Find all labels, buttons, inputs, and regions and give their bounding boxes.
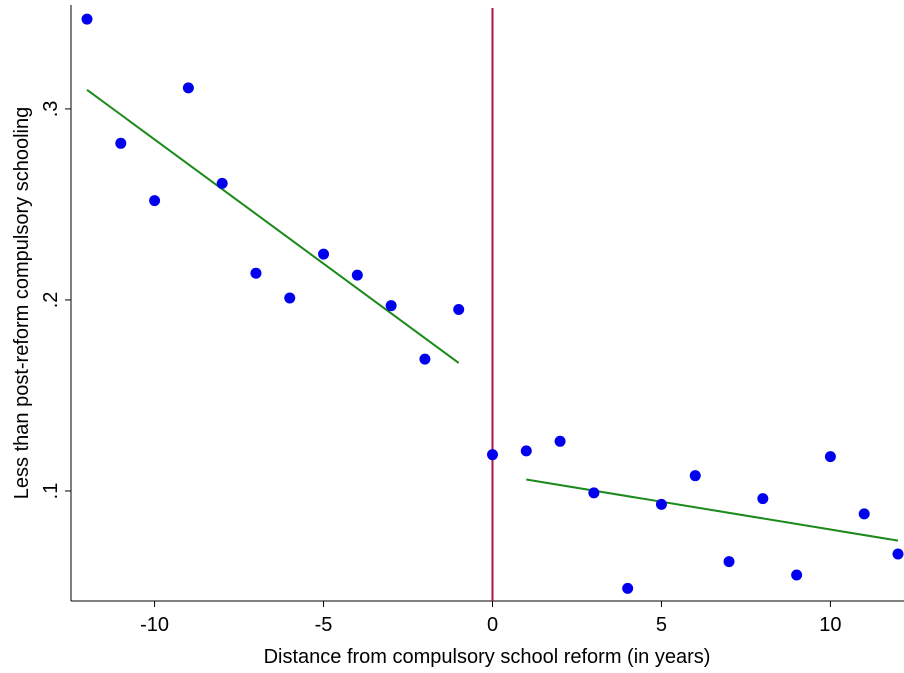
x-tick-label: 5 [656, 614, 667, 636]
data-point [250, 267, 262, 279]
data-point [723, 556, 735, 568]
data-point [216, 177, 228, 189]
y-tick-label: .1 [40, 483, 62, 500]
fit-line-pre-reform [86, 89, 460, 364]
data-point [689, 470, 701, 482]
data-point [892, 548, 904, 560]
fit-lines-layer [86, 89, 899, 542]
data-point [182, 82, 194, 94]
x-axis-title: Distance from compulsory school reform (… [264, 646, 711, 668]
data-point [284, 292, 296, 304]
y-tick-label: .2 [40, 292, 62, 309]
data-point [858, 508, 870, 520]
axes-layer [70, 5, 904, 602]
data-point [385, 300, 397, 312]
data-point [81, 13, 93, 25]
y-axis-title: Less than post-reform compulsory schooli… [11, 107, 33, 499]
data-point [115, 137, 127, 149]
data-point [520, 445, 532, 457]
x-tick-label: -5 [315, 614, 333, 636]
data-point [453, 303, 465, 315]
data-point [655, 498, 667, 510]
x-tick-label: -10 [140, 614, 169, 636]
x-tick-label: 0 [487, 614, 498, 636]
data-point [318, 248, 330, 260]
data-point [149, 195, 161, 207]
data-point [554, 435, 566, 447]
y-tick-label: .3 [40, 101, 62, 118]
data-point [622, 582, 634, 594]
data-point [791, 569, 803, 581]
data-points-layer [81, 13, 904, 594]
data-point [487, 449, 498, 461]
data-point [757, 493, 769, 505]
ticks-layer: -10 -5 0 5 10 .1 .2 .3 [40, 101, 842, 636]
x-tick-label: 10 [819, 614, 841, 636]
data-point [824, 451, 836, 463]
data-point [351, 269, 363, 281]
data-point [419, 353, 431, 365]
data-point [588, 487, 600, 499]
fit-line-post-reform [526, 478, 899, 542]
